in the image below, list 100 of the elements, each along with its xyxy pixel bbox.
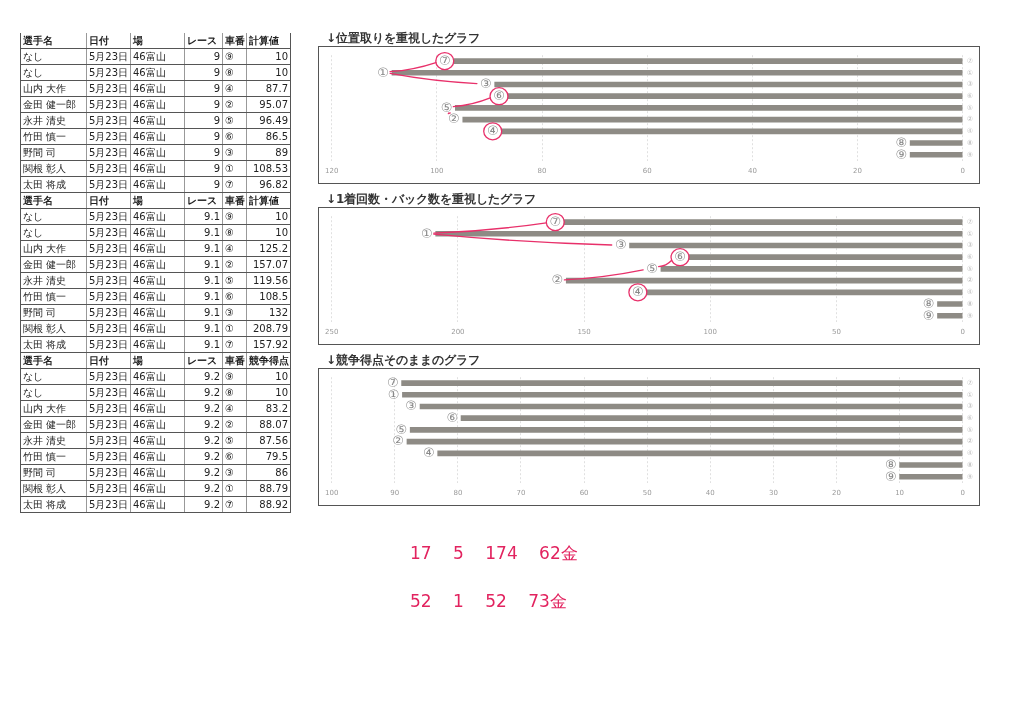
bar (453, 58, 963, 64)
category-label: 日付 (86, 353, 131, 369)
text: 5月23日 (89, 371, 129, 382)
text: 5月23日 (89, 419, 129, 430)
text: なし (23, 227, 43, 238)
text: 5月23日 (89, 323, 129, 334)
text: 5月23日 (89, 451, 129, 462)
chart-title: ↓位置取りを重視したグラフ (325, 31, 482, 46)
text: 79.5 (265, 451, 288, 462)
bar (688, 254, 963, 261)
category-label: 選手名 (20, 193, 87, 209)
category-label: レース (184, 353, 223, 369)
category-label: 計算値 (246, 193, 291, 209)
text: 208.79 (253, 323, 288, 334)
text: 17 5 174 62金 (410, 542, 578, 565)
text: ⑥ (225, 291, 234, 302)
category-label: 車番 (222, 193, 247, 209)
text: 5月23日 (89, 51, 129, 62)
text: ⑤ (225, 435, 234, 446)
text: 5月23日 (89, 243, 129, 254)
text: ⑤ (225, 275, 234, 286)
category-label: ⑥ (446, 410, 459, 426)
text: 132 (268, 307, 288, 318)
text: ③ (225, 307, 234, 318)
text: 10 (275, 211, 288, 222)
text: 5月23日 (89, 467, 129, 478)
category-label: ① (377, 64, 389, 80)
text: ⑧ (225, 67, 234, 78)
text: ⑦ (225, 339, 234, 350)
text: 96.82 (259, 179, 288, 190)
text: 46富山 (133, 67, 166, 78)
text: ② (225, 99, 234, 110)
text: ① (225, 163, 234, 174)
category-label: 計算値 (246, 33, 291, 49)
bar (391, 69, 963, 76)
text: 9.1 (204, 211, 220, 222)
text: 87.7 (265, 83, 288, 94)
bar (435, 230, 963, 237)
category-label: 場 (130, 353, 185, 369)
text: 108.5 (259, 291, 288, 302)
text: 88.92 (259, 499, 288, 510)
text: 野間 司 (23, 147, 57, 158)
text: 46富山 (133, 403, 166, 414)
text: 46富山 (133, 83, 166, 94)
category-label: ⑥ (493, 88, 505, 104)
text: 5月23日 (89, 403, 129, 414)
text: 46富山 (133, 211, 166, 222)
text: 9.2 (204, 451, 220, 462)
text: 96.49 (259, 115, 288, 126)
text: ② (225, 259, 234, 270)
text: 9.2 (204, 435, 220, 446)
bar (660, 266, 963, 272)
text: 9.1 (204, 227, 220, 238)
text: 46富山 (133, 51, 166, 62)
bar (909, 140, 963, 146)
text: 46富山 (133, 451, 166, 462)
category-label: 日付 (86, 33, 131, 49)
text: 9.2 (204, 467, 220, 478)
text: 永井 清史 (23, 115, 67, 126)
text: 5月23日 (89, 211, 129, 222)
text: 157.92 (253, 339, 288, 350)
text: 9 (213, 115, 220, 126)
text: ⑧ (225, 227, 234, 238)
text: 10 (275, 371, 288, 382)
text: 5月23日 (89, 275, 129, 286)
text: 野間 司 (23, 307, 57, 318)
text: 5月23日 (89, 387, 129, 398)
text: 5月23日 (89, 307, 129, 318)
chart-title: ↓競争得点そのままのグラフ (325, 353, 482, 368)
bar (460, 415, 963, 422)
text: 9 (213, 67, 220, 78)
text: 9 (213, 131, 220, 142)
category-label: ④ (486, 123, 499, 139)
text: 46富山 (133, 243, 166, 254)
text: 9.2 (204, 483, 220, 494)
chart-title: ↓1着回数・バック数を重視したグラフ (325, 192, 538, 207)
text: 46富山 (133, 339, 166, 350)
text: 竹田 慎一 (23, 291, 67, 302)
bar (501, 128, 963, 135)
text: 関根 彰人 (23, 323, 67, 334)
text: 野間 司 (23, 467, 57, 478)
text: 太田 将成 (23, 179, 67, 190)
text: 9.1 (204, 323, 220, 334)
text: 46富山 (133, 99, 166, 110)
category-label: 場 (130, 193, 185, 209)
text: 5月23日 (89, 99, 129, 110)
text: ⑦ (225, 499, 234, 510)
text: 157.07 (253, 259, 288, 270)
text: 125.2 (259, 243, 288, 254)
category-label: ③ (480, 76, 492, 92)
text: ⑨ (225, 51, 234, 62)
text: なし (23, 51, 43, 62)
bar (909, 151, 963, 158)
bar (507, 93, 963, 100)
text: ⑤ (225, 115, 234, 126)
text: 山内 大作 (23, 403, 67, 414)
text: 108.53 (253, 163, 288, 174)
text: 5月23日 (89, 499, 129, 510)
text: 46富山 (133, 275, 166, 286)
text: 9 (213, 99, 220, 110)
